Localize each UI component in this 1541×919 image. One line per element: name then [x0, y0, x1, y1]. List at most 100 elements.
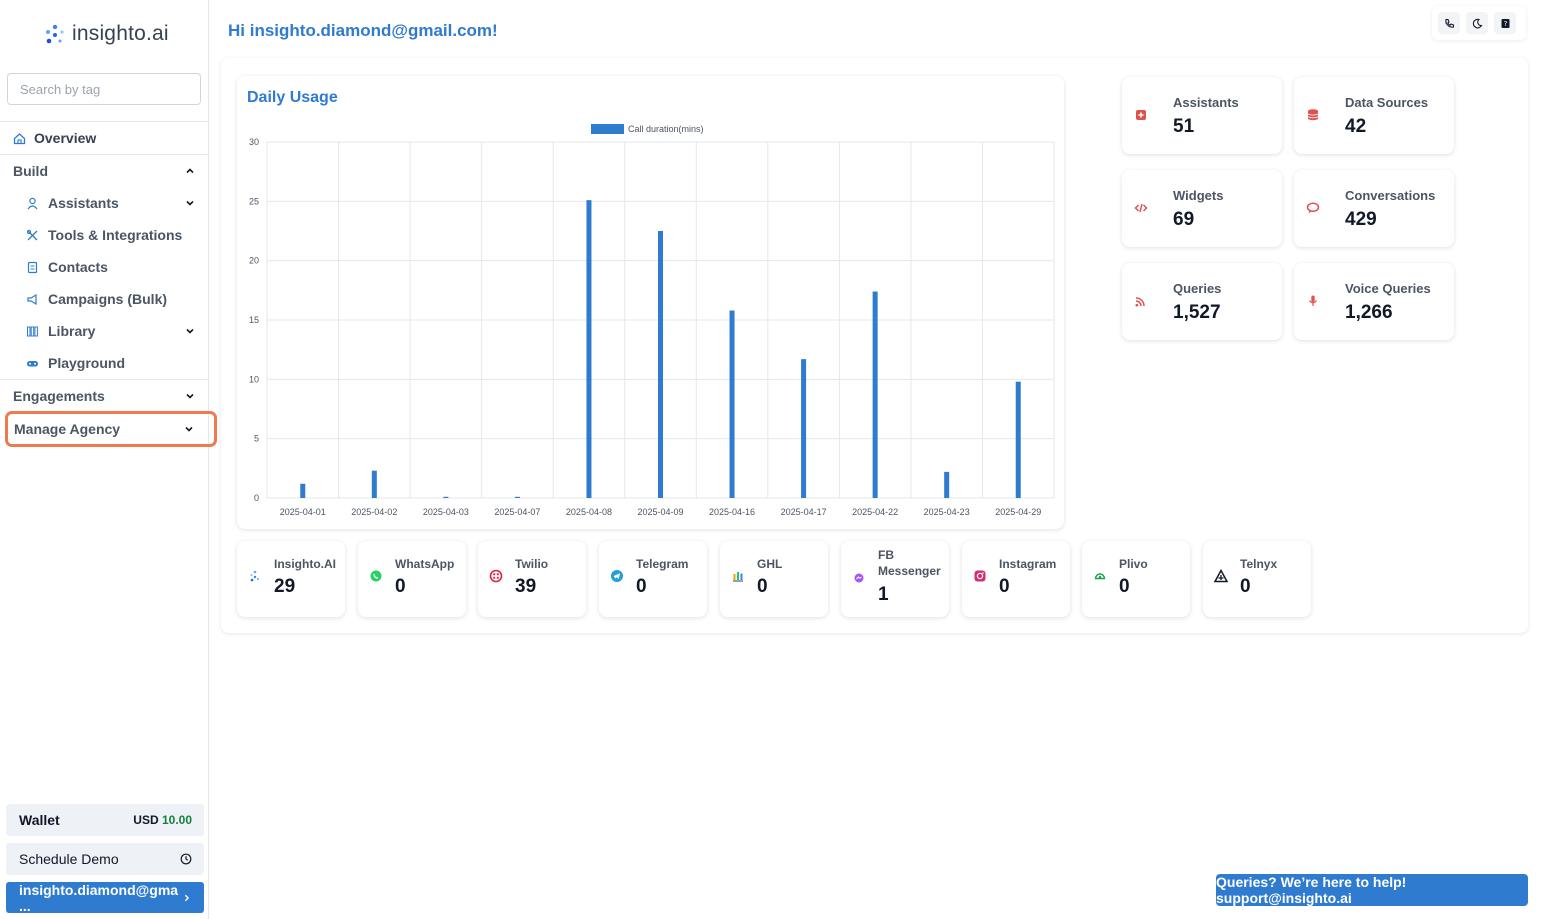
channel-card-twilio[interactable]: Twilio 39	[478, 541, 586, 617]
stat-label: Queries	[1173, 281, 1222, 296]
schedule-demo-label: Schedule Demo	[19, 851, 119, 867]
support-banner-button[interactable]: Queries? We’re here to help! support@ins…	[1216, 874, 1528, 906]
x-tick-label: 2025-04-29	[995, 507, 1041, 517]
database-icon	[1307, 109, 1319, 121]
channel-card-fb-messenger[interactable]: FB Messenger 1	[841, 541, 949, 617]
wallet-panel[interactable]: Wallet USD 10.00	[6, 804, 204, 836]
y-tick-label: 5	[254, 434, 259, 444]
daily-usage-chart: 0 5 10 15 20 25 30 2025-04-01 2025-04-02 2025-04-…	[249, 124, 1055, 517]
nav-section-manage-agency[interactable]: Manage Agency	[5, 411, 217, 447]
bar	[729, 310, 735, 498]
stat-card-queries[interactable]: Queries 1,527	[1122, 263, 1282, 340]
stat-card-conversations[interactable]: Conversations 429	[1294, 170, 1454, 247]
channel-card-ghl[interactable]: GHL 0	[720, 541, 828, 617]
bar	[443, 496, 449, 498]
stat-value: 1,527	[1173, 302, 1221, 323]
chat-bubble-icon	[1306, 202, 1320, 214]
legend-swatch	[591, 124, 624, 134]
stat-label: Assistants	[1173, 95, 1239, 110]
stat-label: Widgets	[1173, 188, 1224, 203]
bar	[801, 359, 807, 498]
messenger-icon	[854, 573, 864, 583]
wallet-currency: USD	[133, 813, 159, 827]
logo[interactable]: insighto.ai	[44, 22, 169, 46]
stat-card-widgets[interactable]: Widgets 69	[1122, 170, 1282, 247]
channel-card-telnyx[interactable]: Telnyx 0	[1203, 541, 1311, 617]
stat-card-assistants[interactable]: Assistants 51	[1122, 77, 1282, 154]
sidebar-item-campaigns[interactable]: Campaigns (Bulk)	[26, 289, 195, 309]
divider	[0, 154, 208, 155]
channel-value: 29	[274, 576, 296, 597]
divider	[0, 379, 208, 380]
chevron-down-icon	[186, 393, 194, 399]
channel-card-insighto[interactable]: Insighto.AI 29	[237, 541, 345, 617]
bar	[944, 471, 950, 498]
code-icon	[1134, 203, 1148, 213]
bar	[514, 496, 520, 498]
x-tick-label: 2025-04-07	[494, 507, 540, 517]
nav-overview[interactable]: Overview	[13, 130, 96, 146]
x-tick-label: 2025-04-02	[351, 507, 397, 517]
wallet-label: Wallet	[19, 812, 60, 828]
search-input[interactable]	[20, 81, 196, 97]
x-tick-label: 2025-04-08	[566, 507, 612, 517]
x-tick-label: 2025-04-03	[423, 507, 469, 517]
channel-label: FB Messenger	[878, 548, 941, 578]
bar	[371, 470, 377, 498]
stat-card-voice-queries[interactable]: Voice Queries 1,266	[1294, 263, 1454, 340]
y-tick-label: 10	[249, 374, 259, 384]
nav-section-build-label: Build	[13, 163, 48, 179]
insighto-logo-icon	[46, 24, 64, 44]
nav-overview-label: Overview	[34, 130, 97, 146]
stat-value: 1,266	[1345, 302, 1393, 323]
twilio-icon	[489, 569, 503, 583]
channel-card-whatsapp[interactable]: WhatsApp 0	[358, 541, 466, 617]
x-tick-label: 2025-04-22	[852, 507, 898, 517]
search-box[interactable]	[7, 73, 201, 105]
channel-card-plivo[interactable]: Plivo 0	[1082, 541, 1190, 617]
help-icon: ?	[1501, 18, 1509, 28]
library-icon	[27, 326, 38, 336]
phone-icon	[1444, 18, 1454, 28]
channel-value: 0	[1240, 576, 1251, 597]
y-tick-label: 15	[249, 315, 259, 325]
bar	[586, 200, 592, 498]
sidebar-item-library[interactable]: Library	[26, 321, 195, 341]
help-button[interactable]: ?	[1494, 12, 1516, 34]
y-tick-label: 30	[249, 137, 259, 147]
x-tick-label: 2025-04-23	[924, 507, 970, 517]
contacts-icon	[27, 261, 38, 273]
channel-card-telegram[interactable]: Telegram 0	[599, 541, 707, 617]
user-account-button[interactable]: insighto.diamond@gma ...	[6, 881, 204, 914]
sidebar-item-contacts[interactable]: Contacts	[26, 257, 195, 277]
nav-section-manage-agency-label: Manage Agency	[14, 421, 121, 437]
stat-card-data-sources[interactable]: Data Sources 42	[1294, 77, 1454, 154]
assistant-icon	[1136, 110, 1146, 120]
sidebar: insighto.ai Overview Build Ass	[0, 0, 217, 919]
channel-card-instagram[interactable]: Instagram 0	[962, 541, 1070, 617]
dark-mode-toggle[interactable]	[1466, 12, 1488, 34]
telegram-icon	[611, 570, 623, 582]
stat-value: 51	[1173, 116, 1195, 137]
stat-value: 42	[1345, 116, 1367, 137]
schedule-demo-button[interactable]: Schedule Demo	[6, 843, 204, 875]
user-account-label: insighto.diamond@gma ...	[19, 881, 179, 914]
chevron-down-icon	[186, 328, 194, 334]
channel-value: 0	[395, 576, 406, 597]
sidebar-item-assistants[interactable]: Assistants	[26, 193, 195, 213]
sidebar-item-label: Library	[48, 323, 96, 339]
channel-value: 0	[1119, 576, 1130, 597]
nav-section-engagements[interactable]: Engagements	[13, 388, 195, 404]
rss-icon	[1135, 297, 1145, 307]
sidebar-item-playground[interactable]: Playground	[26, 353, 195, 373]
sidebar-item-tools-integrations[interactable]: Tools & Integrations	[26, 225, 195, 245]
x-tick-label: 2025-04-17	[781, 507, 827, 517]
x-tick-label: 2025-04-01	[280, 507, 326, 517]
stat-label: Data Sources	[1345, 95, 1429, 110]
y-tick-label: 0	[254, 493, 259, 503]
x-tick-label: 2025-04-16	[709, 507, 755, 517]
stat-value: 429	[1345, 209, 1377, 230]
home-icon	[13, 132, 26, 144]
phone-button[interactable]	[1438, 12, 1460, 34]
nav-section-build[interactable]: Build	[13, 163, 195, 179]
